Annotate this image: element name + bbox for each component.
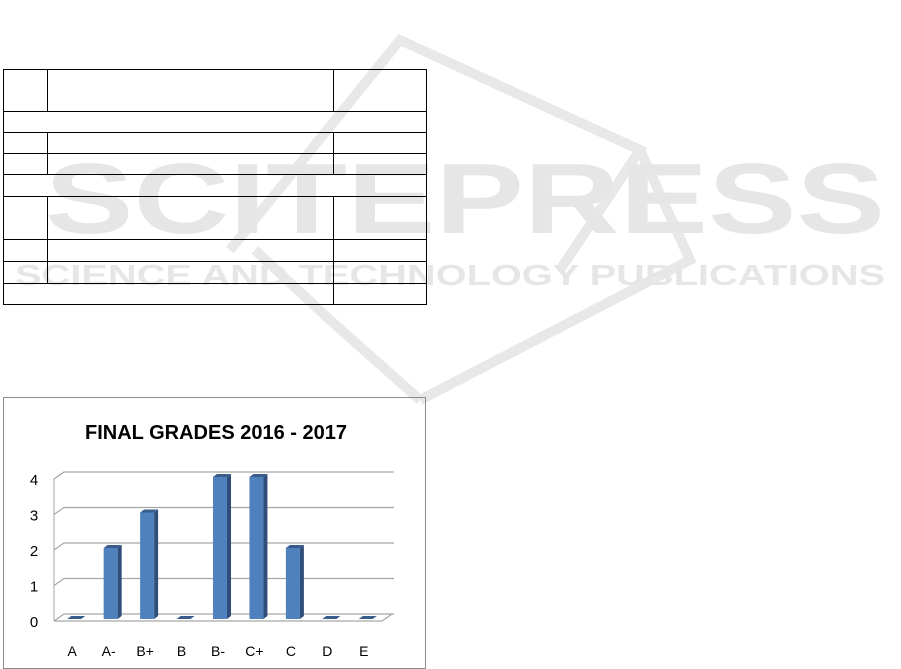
gridline xyxy=(53,577,394,586)
table-cell xyxy=(3,283,334,305)
x-tick-label: A- xyxy=(102,643,116,659)
bar-side xyxy=(154,509,159,619)
table-cell xyxy=(3,132,48,154)
table-cell xyxy=(46,132,334,154)
table-cell xyxy=(46,261,334,284)
bar-side xyxy=(263,474,268,619)
y-tick-label: 3 xyxy=(30,508,38,525)
bar xyxy=(140,512,155,619)
bar-top xyxy=(249,474,268,477)
y-tick-label: 2 xyxy=(30,543,38,560)
table-cell xyxy=(3,174,427,197)
gridline xyxy=(53,542,394,551)
bar-top xyxy=(358,616,377,619)
y-tick-label: 4 xyxy=(30,472,38,489)
table-cell xyxy=(3,111,427,133)
table-cell xyxy=(332,239,428,262)
table-cell xyxy=(46,196,334,240)
bar xyxy=(213,477,227,619)
table-cell xyxy=(332,69,428,112)
table-cell xyxy=(3,261,48,284)
table-row xyxy=(3,132,428,154)
table-cell xyxy=(46,239,334,262)
table-row xyxy=(3,196,428,240)
floor-edge xyxy=(54,613,393,622)
table-row xyxy=(3,261,428,284)
x-tick-label: C+ xyxy=(245,643,263,659)
table-cell xyxy=(332,261,428,284)
chart-svg: FINAL GRADES 2016 - 2017 0 1 2 3 4 A A- B+ B B- C+ C… xyxy=(30,422,394,659)
data-table xyxy=(3,69,428,305)
table-row xyxy=(3,69,428,112)
x-tick-label: D xyxy=(322,643,332,659)
grades-chart: FINAL GRADES 2016 - 2017 0 1 2 3 4 A A- B+ B B- C+ C… xyxy=(3,397,426,669)
table-cell xyxy=(46,69,334,112)
table-row xyxy=(3,283,428,305)
x-tick-label: B+ xyxy=(136,643,154,659)
bar-top xyxy=(67,616,86,619)
bar xyxy=(249,477,264,619)
bar-top xyxy=(322,616,341,619)
table-row xyxy=(3,153,428,175)
table-cell xyxy=(3,196,48,240)
table-cell xyxy=(3,69,48,112)
table-cell xyxy=(332,153,428,175)
table-row xyxy=(3,174,427,197)
bar-side xyxy=(299,545,304,619)
bar xyxy=(285,548,300,619)
bar-top xyxy=(176,616,195,619)
table-cell xyxy=(3,239,48,262)
chart-title: FINAL GRADES 2016 - 2017 xyxy=(85,422,347,444)
gridline xyxy=(53,471,394,480)
bar-side xyxy=(227,474,231,619)
bar-top xyxy=(285,545,304,548)
y-tick-label: 1 xyxy=(30,579,38,596)
table-cell xyxy=(332,132,428,154)
table-cell xyxy=(332,283,428,305)
table-row xyxy=(3,111,427,133)
table-cell xyxy=(332,196,428,240)
bar-side xyxy=(117,545,122,619)
table-cell xyxy=(3,153,48,175)
table-cell xyxy=(46,153,334,175)
x-tick-label: C xyxy=(286,643,296,659)
bar-top xyxy=(140,509,159,513)
bar-top xyxy=(213,474,231,477)
table-row xyxy=(3,239,428,262)
x-tick-label: B- xyxy=(211,643,225,659)
x-tick-label: B xyxy=(177,643,186,659)
bar-top xyxy=(103,545,122,548)
bar xyxy=(103,548,118,619)
x-tick-label: A xyxy=(68,643,78,659)
gridline xyxy=(53,613,394,622)
x-tick-label: E xyxy=(359,643,368,659)
y-tick-label: 0 xyxy=(30,614,38,631)
gridline xyxy=(53,506,394,515)
